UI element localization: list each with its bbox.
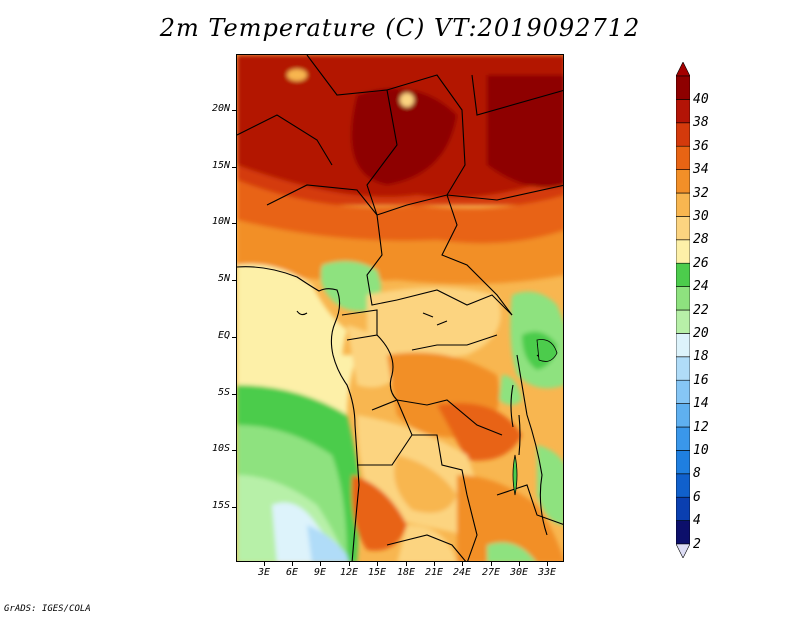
lat-tick (232, 450, 236, 451)
lat-tick (232, 223, 236, 224)
colorbar-tick-label: 22 (693, 302, 709, 318)
lat-label: 20N (211, 103, 230, 114)
colorbar-tick-label: 12 (693, 419, 709, 435)
colorbar-swatch (676, 145, 690, 170)
colorbar-swatch (676, 356, 690, 381)
lon-label: 24E (452, 567, 472, 578)
colorbar (676, 62, 690, 558)
lon-tick (349, 562, 350, 566)
lat-label: 15S (211, 500, 230, 511)
colorbar-arrow-high (676, 62, 690, 77)
colorbar-tick-label: 20 (693, 326, 709, 341)
lon-label: 27E (481, 567, 501, 578)
map-field (237, 55, 563, 561)
lon-tick (462, 562, 463, 566)
lon-label: 3E (257, 567, 271, 578)
colorbar-tick-label: 40 (693, 92, 709, 107)
colorbar-swatch (676, 122, 690, 147)
lat-tick (232, 394, 236, 395)
lon-label: 9E (313, 567, 327, 578)
colorbar-arrow-low (676, 543, 690, 558)
lat-label: 5N (217, 273, 230, 284)
colorbar-swatch (676, 169, 690, 194)
colorbar-tick-label: 4 (693, 513, 701, 529)
colorbar-swatch (676, 99, 690, 124)
colorbar-tick-label: 10 (693, 443, 709, 458)
colorbar-swatch (676, 333, 690, 358)
colorbar-swatch (676, 309, 690, 334)
colorbar-swatch (676, 239, 690, 264)
temperature-map (236, 54, 564, 562)
colorbar-tick-label: 8 (693, 466, 701, 482)
colorbar-swatch (676, 426, 690, 451)
colorbar-swatch (676, 286, 690, 311)
lon-tick (264, 562, 265, 566)
colorbar-swatch (676, 403, 690, 428)
lon-label: 6E (285, 567, 299, 578)
colorbar-swatch (676, 75, 690, 100)
lat-label: 15N (211, 160, 230, 171)
lat-label: 10N (211, 216, 230, 227)
lon-label: 18E (396, 567, 416, 578)
lon-tick (377, 562, 378, 566)
lon-tick (519, 562, 520, 566)
lat-tick (232, 110, 236, 111)
colorbar-tick-label: 2 (693, 536, 701, 552)
colorbar-tick-label: 36 (693, 138, 709, 154)
colorbar-tick-label: 38 (693, 115, 709, 131)
colorbar-swatch (676, 192, 690, 217)
colorbar-tick-label: 26 (693, 255, 709, 271)
lat-tick (232, 167, 236, 168)
lat-tick (232, 507, 236, 508)
colorbar-tick-label: 34 (693, 162, 709, 178)
lon-tick (434, 562, 435, 566)
colorbar-tick-label: 14 (693, 396, 709, 412)
lat-label: 10S (211, 443, 230, 454)
colorbar-tick-label: 32 (693, 185, 709, 201)
colorbar-swatch (676, 520, 690, 545)
lon-label: 21E (424, 567, 444, 578)
colorbar-tick-label: 16 (693, 372, 709, 388)
colorbar-swatch (676, 496, 690, 521)
colorbar-tick-label: 18 (693, 349, 709, 365)
colorbar-swatch (676, 473, 690, 498)
colorbar-swatch (676, 379, 690, 404)
credit-text: GrADS: IGES/COLA (4, 604, 91, 614)
lon-label: 12E (339, 567, 359, 578)
colorbar-swatch (676, 216, 690, 241)
lon-tick (406, 562, 407, 566)
lon-tick (292, 562, 293, 566)
colorbar-swatch (676, 262, 690, 287)
lon-tick (491, 562, 492, 566)
chart-title: 2m Temperature (C) VT:2019092712 (159, 14, 641, 42)
lon-tick (320, 562, 321, 566)
colorbar-tick-label: 30 (693, 209, 709, 224)
colorbar-tick-label: 6 (693, 489, 701, 505)
lat-tick (232, 280, 236, 281)
lon-tick (547, 562, 548, 566)
lon-label: 15E (367, 567, 387, 578)
colorbar-tick-label: 24 (693, 279, 709, 295)
lat-label: 5S (217, 387, 230, 398)
lon-label: 30E (509, 567, 529, 578)
colorbar-swatch (676, 450, 690, 475)
colorbar-tick-label: 28 (693, 232, 709, 248)
lat-label: EQ (217, 330, 230, 341)
lon-label: 33E (537, 567, 557, 578)
lat-tick (232, 337, 236, 338)
